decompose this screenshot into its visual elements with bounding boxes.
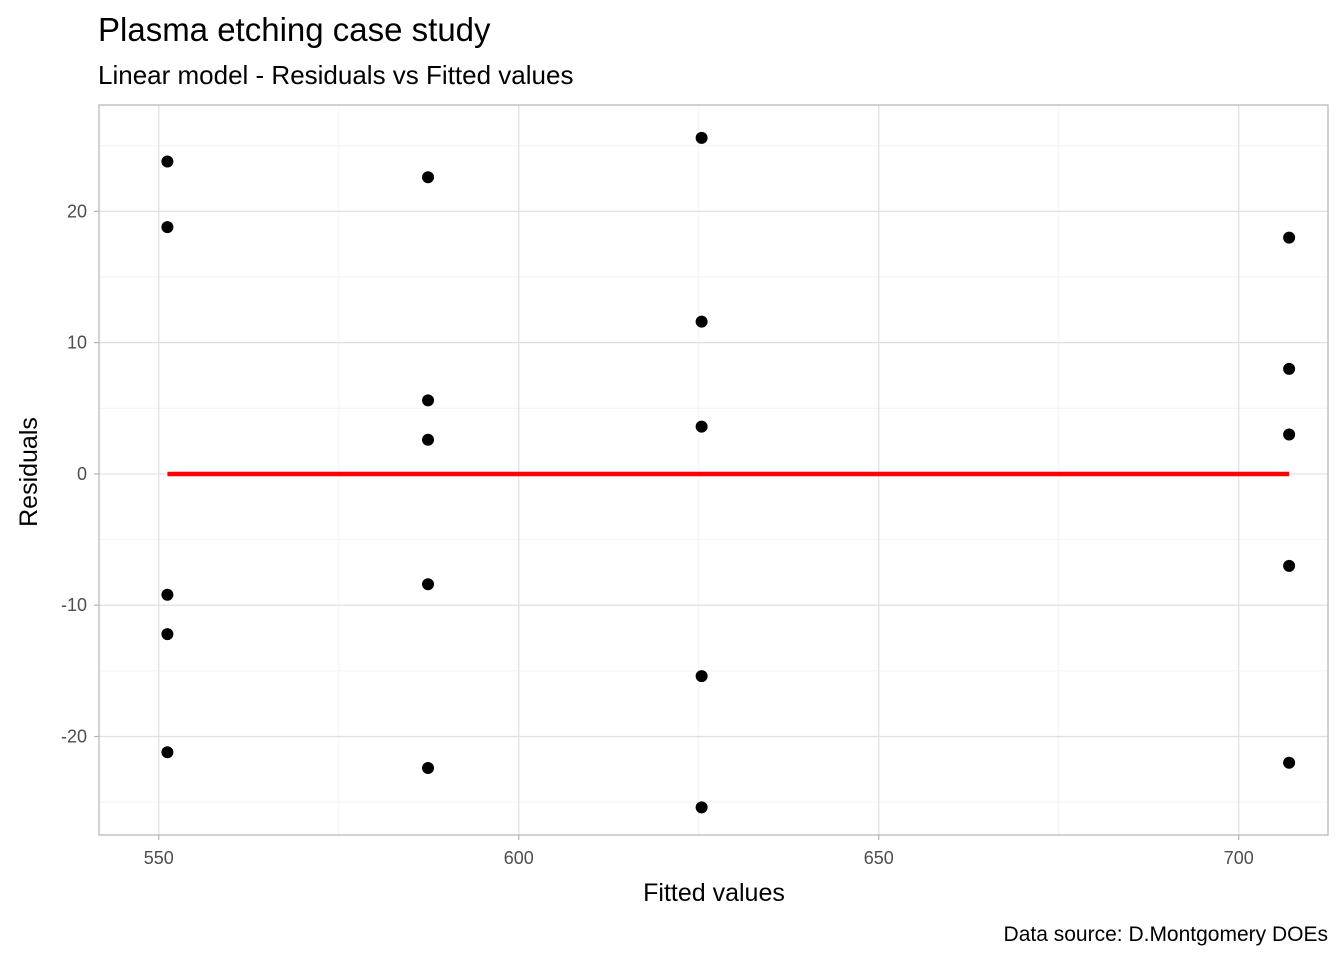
- chart-caption: Data source: D.Montgomery DOEs: [1004, 923, 1328, 946]
- data-points: [161, 131, 1296, 814]
- major-gridlines: [99, 105, 1328, 835]
- y-axis-title: Residuals: [15, 417, 43, 527]
- data-point: [1283, 428, 1296, 441]
- y-tick-label: 10: [67, 333, 87, 353]
- data-point: [695, 801, 708, 814]
- x-tick-label: 550: [144, 848, 174, 868]
- data-point: [1283, 231, 1296, 244]
- data-point: [695, 131, 708, 144]
- data-point: [161, 588, 174, 601]
- y-tick-label: 20: [67, 201, 87, 221]
- data-point: [422, 578, 435, 591]
- x-tick-label: 600: [504, 848, 534, 868]
- data-point: [161, 155, 174, 168]
- data-point: [422, 171, 435, 184]
- x-tick-label: 700: [1224, 848, 1254, 868]
- data-point: [161, 628, 174, 641]
- x-tick-label: 650: [864, 848, 894, 868]
- plot-panel-border: [98, 104, 1329, 836]
- data-point: [161, 746, 174, 759]
- chart-subtitle: Linear model - Residuals vs Fitted value…: [98, 60, 573, 90]
- data-point: [422, 433, 435, 446]
- x-axis-title: Fitted values: [643, 879, 785, 907]
- chart-title: Plasma etching case study: [98, 11, 491, 48]
- data-point: [695, 420, 708, 433]
- data-point: [1283, 559, 1296, 572]
- data-point: [1283, 756, 1296, 769]
- data-point: [695, 315, 708, 328]
- y-tick-label: -10: [61, 595, 87, 615]
- data-point: [1283, 362, 1296, 375]
- minor-gridlines: [99, 105, 1328, 835]
- y-axis-ticks: -20 -10 0 10 20: [61, 201, 99, 747]
- data-point: [422, 762, 435, 775]
- y-tick-label: -20: [61, 727, 87, 747]
- data-point: [422, 394, 435, 407]
- x-axis-ticks: 550 600 650 700: [144, 835, 1254, 868]
- data-point: [695, 670, 708, 683]
- y-tick-label: 0: [77, 464, 87, 484]
- data-point: [161, 221, 174, 234]
